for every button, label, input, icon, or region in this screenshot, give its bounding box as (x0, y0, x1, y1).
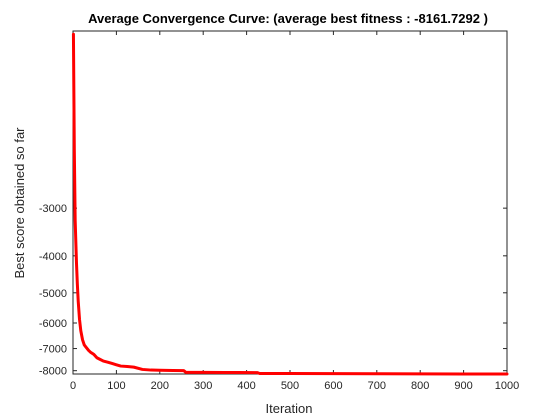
y-tick-label: -7000 (39, 344, 67, 356)
y-tick-label: -6000 (39, 318, 67, 330)
x-tick-label: 500 (281, 380, 299, 392)
y-tick-label: -4000 (39, 251, 67, 263)
y-tick-label: -5000 (39, 288, 67, 300)
x-tick-label: 700 (368, 380, 386, 392)
y-axis-label: Best score obtained so far (12, 127, 27, 279)
chart-title: Average Convergence Curve: (average best… (88, 11, 488, 26)
x-tick-label: 600 (324, 380, 342, 392)
plot-area (72, 30, 508, 375)
x-tick-label: 200 (151, 380, 169, 392)
y-tick-label: -3000 (39, 203, 67, 215)
x-tick-label: 300 (194, 380, 212, 392)
y-axis: -3000 -4000 -5000 -6000 -7000 -8000 (39, 203, 507, 378)
plot-frame (72, 30, 508, 375)
x-tick-label: 400 (237, 380, 255, 392)
x-tick-label: 800 (411, 380, 429, 392)
x-axis: 0 100 200 300 400 500 600 700 800 900 1000 (70, 31, 519, 392)
convergence-curve (71, 32, 509, 376)
x-tick-label: 100 (107, 380, 125, 392)
series-layer (71, 32, 509, 376)
y-tick-label: -8000 (39, 366, 67, 378)
x-tick-label: 900 (454, 380, 472, 392)
x-axis-label: Iteration (266, 401, 313, 416)
x-tick-label: 0 (70, 380, 76, 392)
x-tick-label: 1000 (495, 380, 519, 392)
